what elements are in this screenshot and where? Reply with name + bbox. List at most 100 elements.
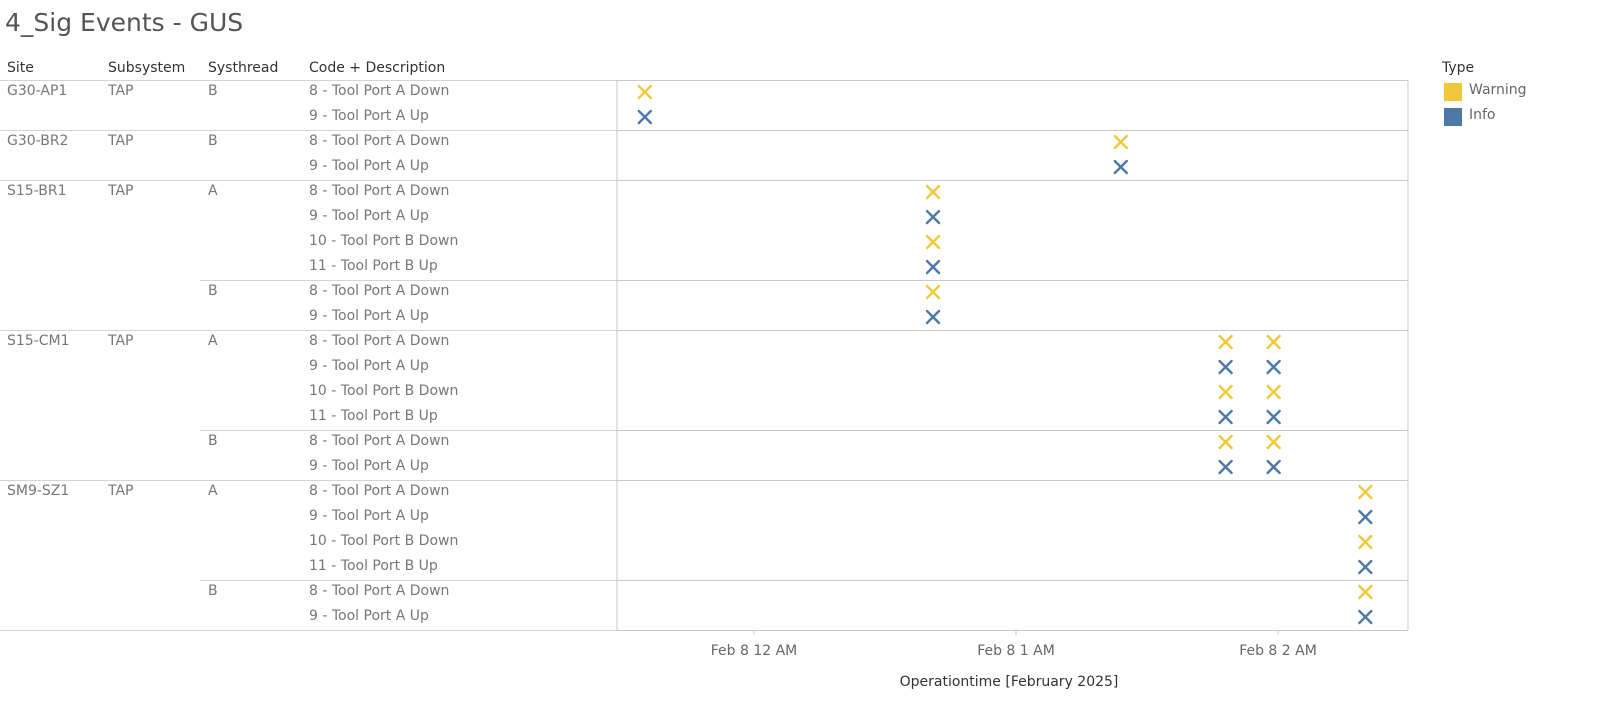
row-code: 9 - Tool Port A Up: [309, 308, 429, 324]
row-code: 8 - Tool Port A Down: [309, 433, 450, 449]
row-code: 8 - Tool Port A Down: [309, 183, 450, 199]
row-divider: [617, 330, 1408, 331]
row-code: 9 - Tool Port A Up: [309, 508, 429, 524]
row-subsystem: TAP: [108, 183, 134, 199]
event-marker-info[interactable]: [1358, 559, 1373, 575]
row-divider: [0, 480, 617, 481]
event-marker-warning[interactable]: [1358, 584, 1373, 600]
event-marker-warning[interactable]: [1218, 434, 1233, 450]
row-code: 9 - Tool Port A Up: [309, 458, 429, 474]
legend-swatch-info: [1444, 108, 1462, 126]
row-divider: [0, 80, 617, 81]
row-code: 10 - Tool Port B Down: [309, 383, 459, 399]
row-code: 11 - Tool Port B Up: [309, 258, 438, 274]
row-divider: [0, 630, 617, 631]
row-divider: [200, 580, 617, 581]
row-code: 10 - Tool Port B Down: [309, 233, 459, 249]
event-marker-warning[interactable]: [1266, 434, 1281, 450]
row-systhread: B: [208, 133, 218, 149]
row-divider: [617, 280, 1408, 281]
row-subsystem: TAP: [108, 83, 134, 99]
event-marker-info[interactable]: [1266, 409, 1281, 425]
event-marker-warning[interactable]: [1266, 334, 1281, 350]
header-site: Site: [7, 60, 34, 76]
legend-label-info: Info: [1469, 107, 1496, 123]
row-site: S15-CM1: [7, 333, 70, 349]
event-marker-warning[interactable]: [925, 184, 941, 200]
row-code: 9 - Tool Port A Up: [309, 608, 429, 624]
x-axis-title: Operationtime [February 2025]: [899, 674, 1119, 690]
event-marker-info[interactable]: [1218, 459, 1233, 475]
row-divider: [617, 480, 1408, 481]
row-divider: [617, 80, 1408, 81]
row-systhread: B: [208, 83, 218, 99]
row-divider: [617, 180, 1408, 181]
row-systhread: A: [208, 333, 218, 349]
row-divider: [0, 330, 617, 331]
x-tick-label: Feb 8 1 AM: [977, 643, 1055, 659]
event-marker-info[interactable]: [637, 109, 653, 125]
row-site: G30-BR2: [7, 133, 69, 149]
legend-label-warning: Warning: [1469, 82, 1527, 98]
event-marker-info[interactable]: [1358, 509, 1373, 525]
header-subsystem: Subsystem: [108, 60, 186, 76]
row-divider: [0, 130, 617, 131]
x-tick-label: Feb 8 12 AM: [710, 643, 798, 659]
event-marker-info[interactable]: [1218, 409, 1233, 425]
event-marker-info[interactable]: [925, 309, 941, 325]
row-systhread: A: [208, 483, 218, 499]
event-marker-info[interactable]: [1266, 459, 1281, 475]
row-code: 8 - Tool Port A Down: [309, 483, 450, 499]
row-code: 11 - Tool Port B Up: [309, 408, 438, 424]
event-marker-warning[interactable]: [637, 84, 653, 100]
row-divider: [617, 130, 1408, 131]
row-divider: [0, 180, 617, 181]
page-title: 4_Sig Events - GUS: [5, 8, 244, 37]
event-marker-info[interactable]: [925, 209, 941, 225]
row-divider: [617, 630, 1408, 631]
event-marker-info[interactable]: [1113, 159, 1129, 175]
row-site: S15-BR1: [7, 183, 67, 199]
event-marker-info[interactable]: [1218, 359, 1233, 375]
event-marker-info[interactable]: [1358, 609, 1373, 625]
event-marker-info[interactable]: [925, 259, 941, 275]
event-marker-warning[interactable]: [1218, 334, 1233, 350]
row-code: 8 - Tool Port A Down: [309, 133, 450, 149]
event-marker-warning[interactable]: [925, 284, 941, 300]
row-code: 8 - Tool Port A Down: [309, 333, 450, 349]
row-systhread: B: [208, 583, 218, 599]
row-code: 8 - Tool Port A Down: [309, 583, 450, 599]
row-site: G30-AP1: [7, 83, 68, 99]
event-marker-info[interactable]: [1266, 359, 1281, 375]
row-systhread: B: [208, 433, 218, 449]
row-divider: [200, 430, 617, 431]
header-systhread: Systhread: [208, 60, 279, 76]
row-subsystem: TAP: [108, 483, 134, 499]
row-subsystem: TAP: [108, 133, 134, 149]
row-code: 9 - Tool Port A Up: [309, 358, 429, 374]
row-code: 10 - Tool Port B Down: [309, 533, 459, 549]
legend-title: Type: [1442, 60, 1475, 76]
event-marker-warning[interactable]: [1266, 384, 1281, 400]
row-code: 9 - Tool Port A Up: [309, 208, 429, 224]
x-tick-label: Feb 8 2 AM: [1239, 643, 1317, 659]
row-code: 11 - Tool Port B Up: [309, 558, 438, 574]
row-subsystem: TAP: [108, 333, 134, 349]
row-code: 9 - Tool Port A Up: [309, 108, 429, 124]
header-code: Code + Description: [309, 60, 446, 76]
row-site: SM9-SZ1: [7, 483, 70, 499]
row-divider: [617, 430, 1408, 431]
row-systhread: A: [208, 183, 218, 199]
event-marker-warning[interactable]: [925, 234, 941, 250]
row-code: 8 - Tool Port A Down: [309, 83, 450, 99]
event-marker-warning[interactable]: [1358, 484, 1373, 500]
row-systhread: B: [208, 283, 218, 299]
row-divider: [200, 280, 617, 281]
row-code: 9 - Tool Port A Up: [309, 158, 429, 174]
event-marker-warning[interactable]: [1218, 384, 1233, 400]
event-marker-warning[interactable]: [1358, 534, 1373, 550]
event-marker-warning[interactable]: [1113, 134, 1129, 150]
legend-swatch-warning: [1444, 83, 1462, 101]
row-divider: [617, 580, 1408, 581]
